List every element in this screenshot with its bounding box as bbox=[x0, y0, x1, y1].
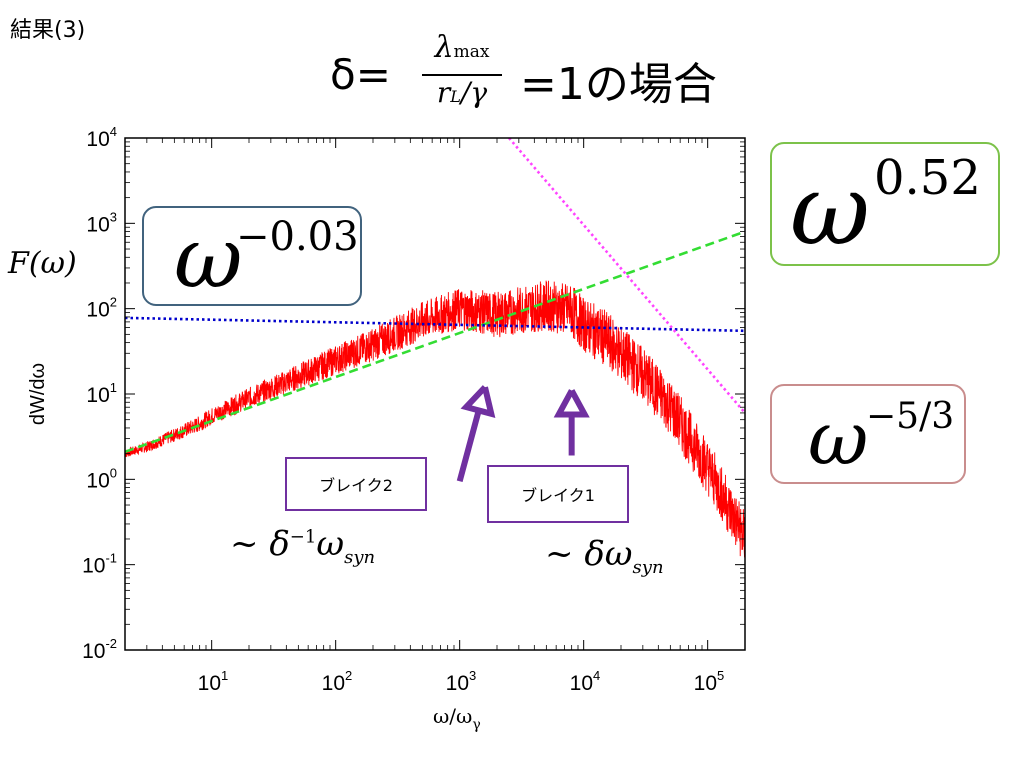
break2-exp: −1 bbox=[289, 526, 317, 548]
break2-label: ブレイク2 bbox=[285, 457, 427, 511]
denominator-sub: L bbox=[450, 87, 461, 106]
break2-omega: ω bbox=[316, 524, 345, 564]
x-tick-label: 105 bbox=[694, 668, 725, 695]
heading-denominator: rL/γ bbox=[422, 76, 502, 109]
break-arrow-head bbox=[553, 389, 590, 418]
x-axis-label-main: ω/ω bbox=[433, 704, 472, 728]
y-tick-label: 10-1 bbox=[82, 551, 117, 578]
fit-falling-exponent: −5/3 bbox=[866, 396, 955, 437]
y-tick-label: 100 bbox=[86, 465, 117, 492]
y-tick-label: 10-2 bbox=[82, 636, 117, 663]
x-axis-label: ω/ωγ bbox=[433, 704, 481, 733]
heading-suffix: =1の場合 bbox=[520, 59, 717, 110]
fit-flat-exponent: −0.03 bbox=[236, 214, 359, 260]
break2-delta: δ bbox=[269, 524, 290, 564]
x-tick-label: 102 bbox=[322, 668, 353, 695]
fit-rising-exponent: 0.52 bbox=[874, 150, 981, 206]
x-tick-label: 104 bbox=[570, 668, 601, 695]
fit-label-rising: ω 0.52 bbox=[770, 142, 1000, 266]
break-arrow-head bbox=[460, 385, 496, 418]
fit-label-flat: ω −0.03 bbox=[142, 206, 362, 306]
break1-sub: syn bbox=[632, 556, 664, 578]
heading-fraction: λmax rL/γ bbox=[422, 30, 502, 109]
break1-label: ブレイク1 bbox=[487, 465, 629, 523]
y-axis-label: dW/dω bbox=[27, 363, 49, 425]
fit-line-rising bbox=[125, 230, 745, 454]
break2-tilde: ~ bbox=[230, 524, 259, 564]
heading-numerator: λmax bbox=[422, 30, 502, 72]
x-tick-label: 103 bbox=[446, 668, 477, 695]
break1-omega: ω bbox=[604, 534, 633, 574]
slide-heading: δ= λmax rL/γ =1の場合 bbox=[330, 30, 790, 120]
x-tick-label: 101 bbox=[198, 668, 229, 695]
break1-scaling: ~ δωsyn bbox=[545, 534, 664, 578]
heading-prefix: δ= bbox=[330, 50, 391, 99]
fit-label-falling: ω −5/3 bbox=[770, 384, 966, 484]
function-label: F(ω) bbox=[8, 246, 77, 281]
fraction-bar bbox=[422, 74, 502, 76]
fit-line-flat bbox=[125, 316, 745, 333]
break1-delta: δ bbox=[584, 534, 605, 574]
denominator-suffix: /γ bbox=[460, 76, 488, 109]
numerator-sub: max bbox=[453, 42, 490, 62]
y-tick-label: 102 bbox=[86, 295, 117, 322]
break1-tilde: ~ bbox=[545, 534, 574, 574]
break-arrow-shaft bbox=[456, 409, 482, 483]
spectrum-series-line bbox=[125, 280, 745, 558]
break2-scaling: ~ δ−1ωsyn bbox=[230, 524, 375, 568]
chart-ticks: 101 102 103 104 105 104 103 102 101 100 10-1 10-2 bbox=[82, 124, 746, 695]
y-tick-label: 104 bbox=[86, 124, 117, 151]
break2-sub: syn bbox=[344, 546, 376, 568]
denominator-symbol: r bbox=[436, 76, 451, 109]
numerator-symbol: λ bbox=[434, 30, 454, 65]
fit-falling-base: ω bbox=[808, 396, 869, 482]
y-tick-label: 103 bbox=[86, 209, 117, 236]
chart-marks bbox=[125, 138, 745, 558]
slide-label: 結果(3) bbox=[10, 18, 86, 43]
fit-rising-base: ω bbox=[790, 154, 870, 268]
plot-area bbox=[125, 138, 745, 558]
fit-flat-base: ω bbox=[174, 209, 243, 307]
x-axis-label-sub: γ bbox=[472, 717, 480, 733]
y-tick-label: 101 bbox=[86, 380, 117, 407]
